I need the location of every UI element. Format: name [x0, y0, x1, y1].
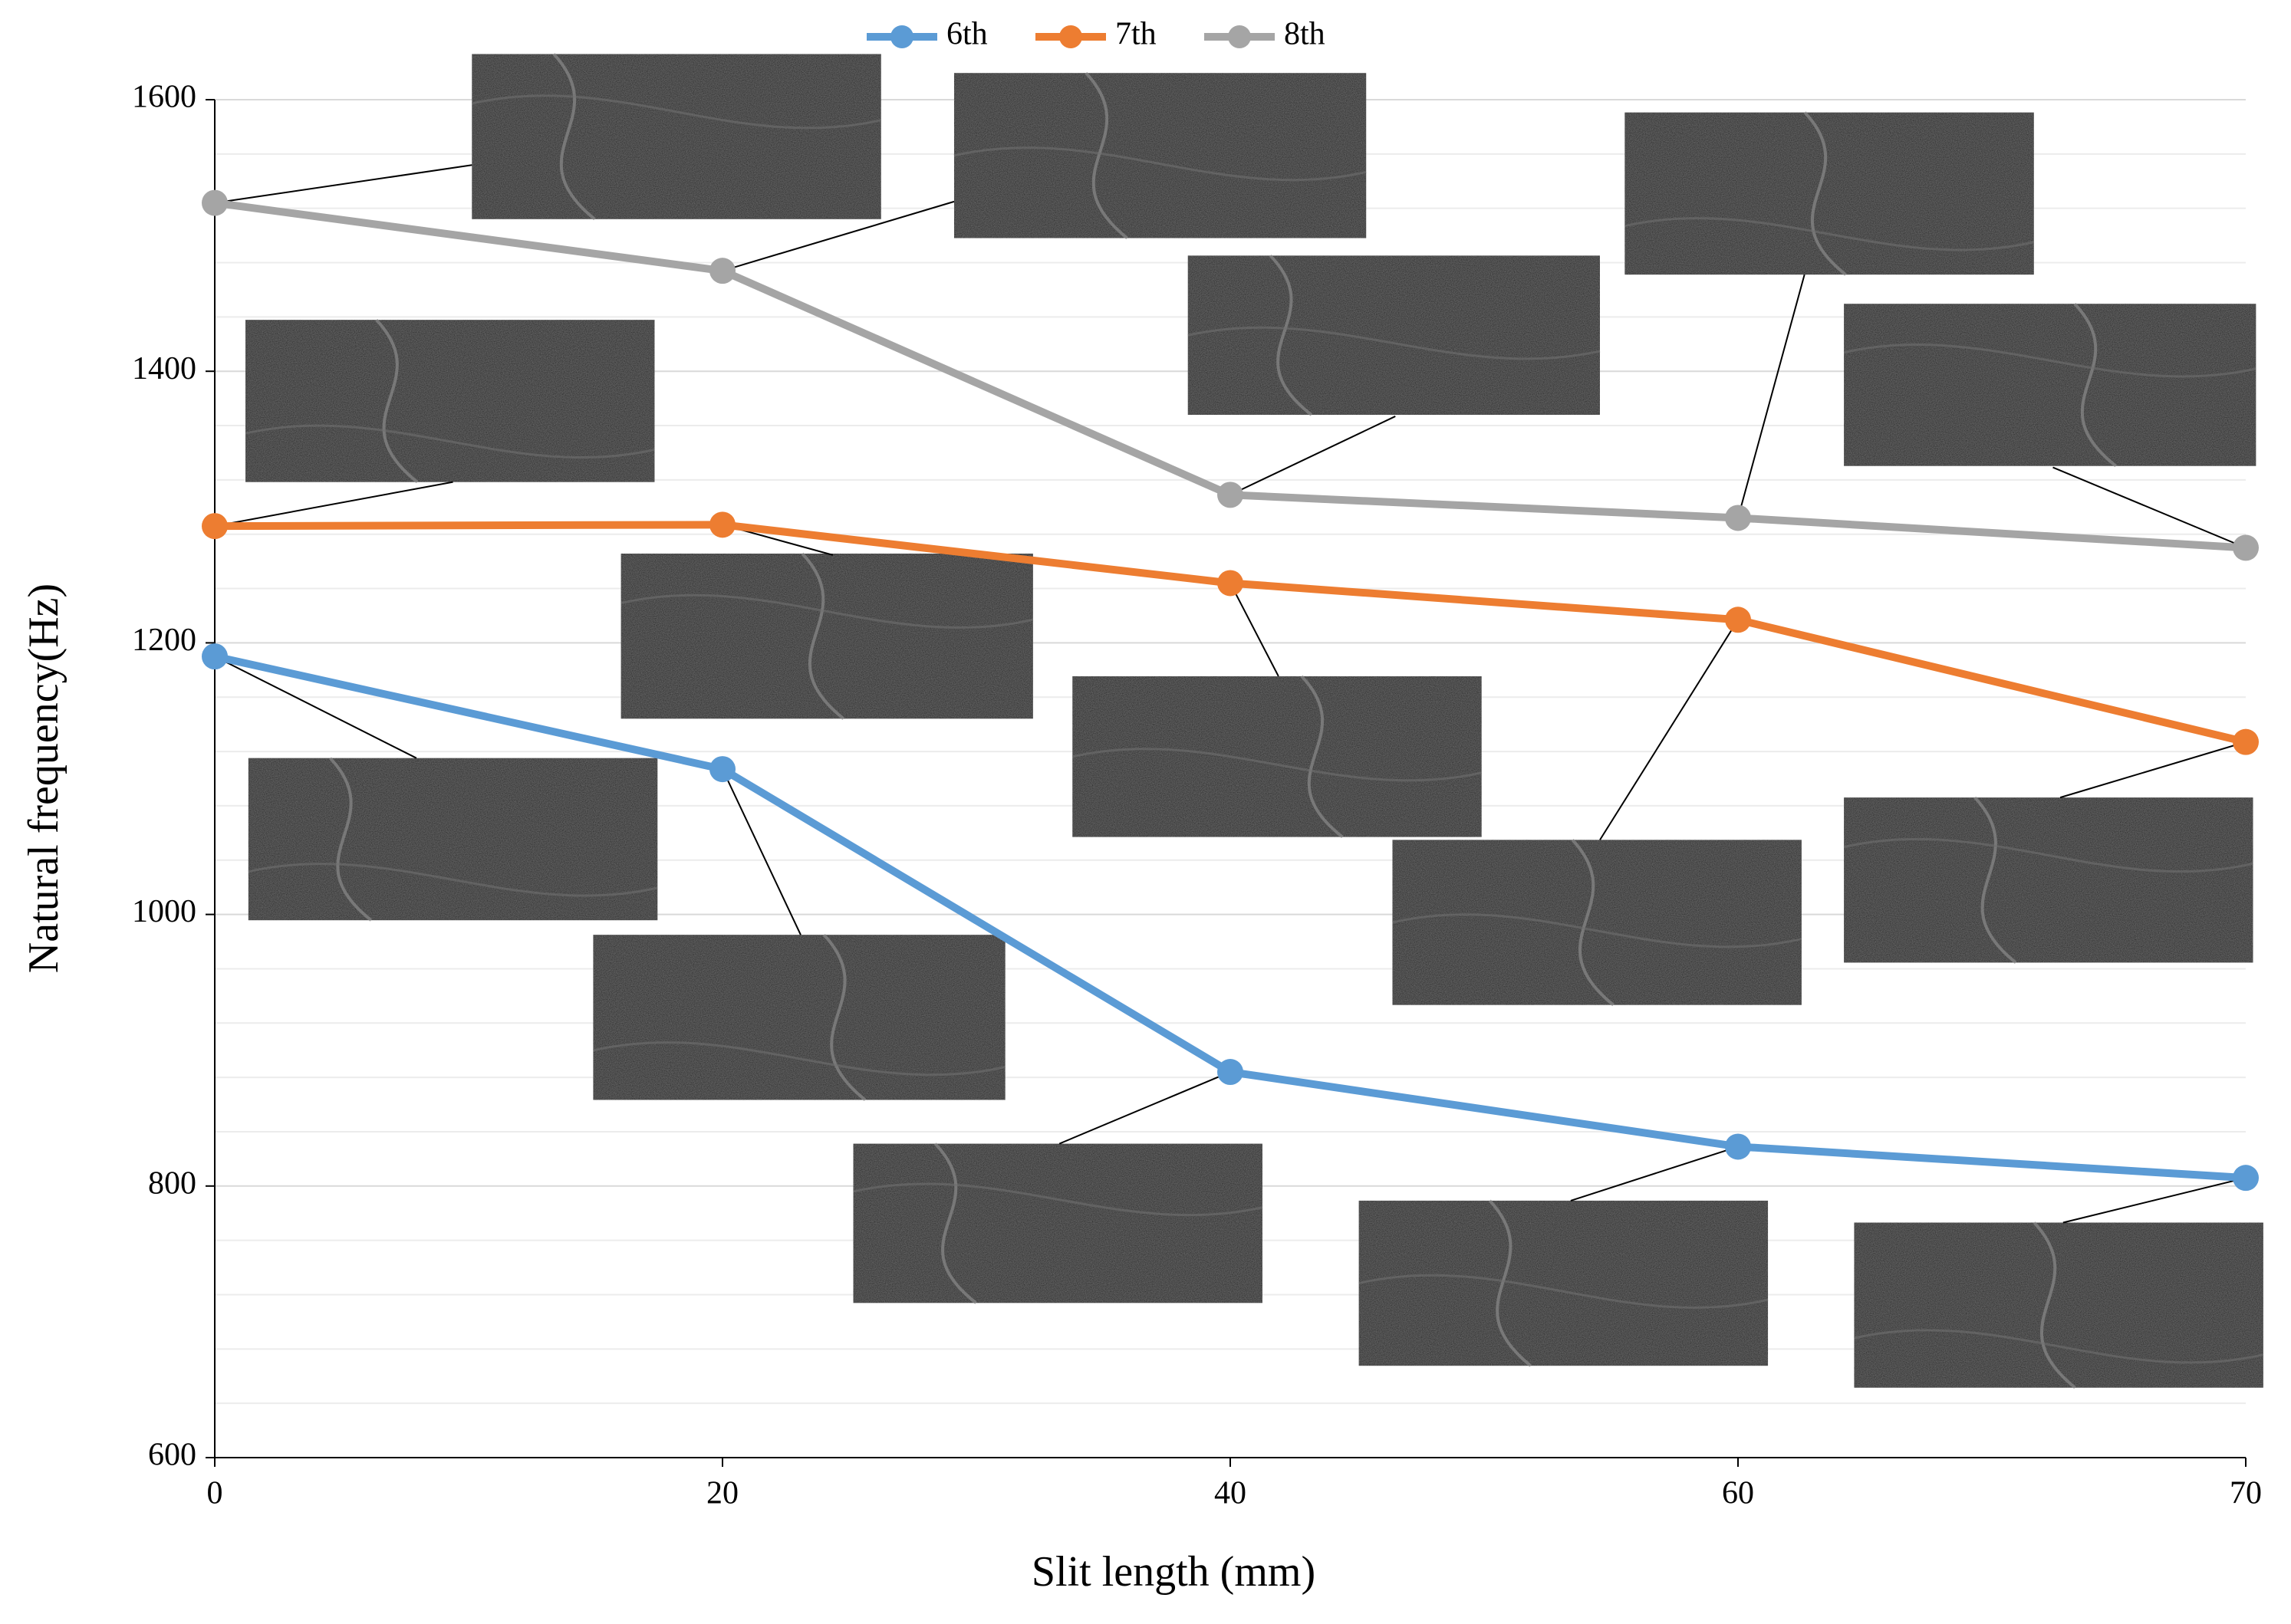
nodal-line [853, 1182, 1263, 1217]
y-axis-label: Natural frequency(Hz) [20, 584, 67, 973]
y-tick-label: 1400 [132, 351, 196, 386]
x-tick-label: 70 [2230, 1476, 2262, 1511]
data-point [2233, 728, 2259, 755]
data-point [709, 756, 736, 783]
mode-shape-image [1844, 304, 2256, 466]
nodal-line [471, 94, 882, 130]
nodal-line [593, 1041, 1006, 1077]
leader-line [2059, 741, 2247, 799]
leader-line [1229, 583, 1279, 677]
mode-shape-image [953, 73, 1367, 238]
nodal-line [248, 863, 658, 897]
data-point [709, 511, 736, 538]
leader-line [1229, 416, 1396, 496]
mode-shape-image [1187, 255, 1600, 416]
leader-line [1570, 1146, 1739, 1202]
data-point [2233, 534, 2259, 561]
nodal-line [801, 552, 844, 720]
legend-label: 8th [1284, 17, 1325, 52]
legend-marker [890, 25, 913, 48]
x-tick-label: 60 [1722, 1476, 1754, 1511]
data-point [202, 513, 228, 540]
y-tick-label: 1200 [132, 623, 196, 658]
nodal-line [2073, 302, 2117, 468]
mode-shape-image [1624, 112, 2034, 275]
y-tick-label: 1600 [132, 80, 196, 115]
x-axis-label: Slit length (mm) [1032, 1548, 1315, 1596]
mode-shape-image [593, 935, 1006, 1100]
leader-line [1737, 274, 1805, 518]
mode-shape-image [248, 758, 658, 921]
data-point [202, 189, 228, 216]
nodal-line [1187, 326, 1601, 360]
nodal-line [1269, 254, 1313, 416]
nodal-line [245, 424, 655, 459]
leader-line [722, 200, 955, 272]
nodal-line [552, 53, 596, 221]
data-point [202, 643, 228, 670]
y-tick-label: 600 [148, 1438, 196, 1473]
data-point [1725, 505, 1751, 531]
nodal-line [2033, 1221, 2076, 1389]
data-point [1725, 607, 1751, 633]
nodal-line [1085, 71, 1128, 240]
x-tick-label: 40 [1214, 1476, 1246, 1511]
leader-line [2052, 466, 2247, 549]
mode-shape-image [245, 320, 655, 482]
data-point [1217, 570, 1243, 597]
nodal-line [1358, 1274, 1769, 1309]
leader-line [214, 656, 417, 759]
mode-shape-image [1854, 1222, 2263, 1388]
nodal-line [1843, 837, 2253, 873]
leader-line [214, 164, 472, 204]
mode-shape-image [1392, 840, 1802, 1005]
leader-line [2062, 1177, 2247, 1224]
nodal-line [1803, 111, 1847, 276]
nodal-line [1854, 1329, 2264, 1364]
legend-label: 6th [946, 17, 988, 52]
mode-shape-image [853, 1143, 1262, 1303]
mode-shape-image [472, 54, 881, 219]
nodal-line [1300, 675, 1344, 839]
data-point [1217, 482, 1243, 508]
legend-marker [1059, 25, 1082, 48]
nodal-line [620, 593, 1034, 629]
nodal-line [1624, 217, 2035, 251]
nodal-line [1071, 748, 1482, 782]
nodal-line [329, 757, 373, 922]
nodal-line [1392, 913, 1802, 948]
leader-line [214, 481, 453, 528]
nodal-line [933, 1142, 977, 1304]
legend-marker [1228, 25, 1251, 48]
nodal-line [375, 318, 419, 484]
nodal-line [953, 146, 1367, 182]
nodal-line [1973, 796, 2017, 964]
data-point [1725, 1133, 1751, 1160]
nodal-line [1843, 344, 2256, 378]
y-tick-label: 800 [148, 1165, 196, 1201]
data-point [709, 258, 736, 284]
data-point [2233, 1165, 2259, 1192]
legend-label: 7th [1115, 17, 1157, 52]
nodal-line [1488, 1199, 1532, 1367]
mode-shape-image [1358, 1200, 1769, 1366]
y-tick-label: 1000 [132, 894, 196, 929]
nodal-line [1571, 839, 1615, 1007]
leader-line [1058, 1071, 1231, 1145]
x-tick-label: 20 [706, 1476, 739, 1511]
nodal-line [822, 933, 867, 1102]
leader-line [1599, 619, 1739, 840]
mode-shape-image [620, 553, 1033, 719]
mode-shape-image [1072, 676, 1482, 837]
mode-shape-image [1844, 797, 2253, 963]
data-point [1217, 1059, 1243, 1086]
leader-line [722, 768, 802, 935]
x-tick-label: 0 [207, 1476, 223, 1511]
